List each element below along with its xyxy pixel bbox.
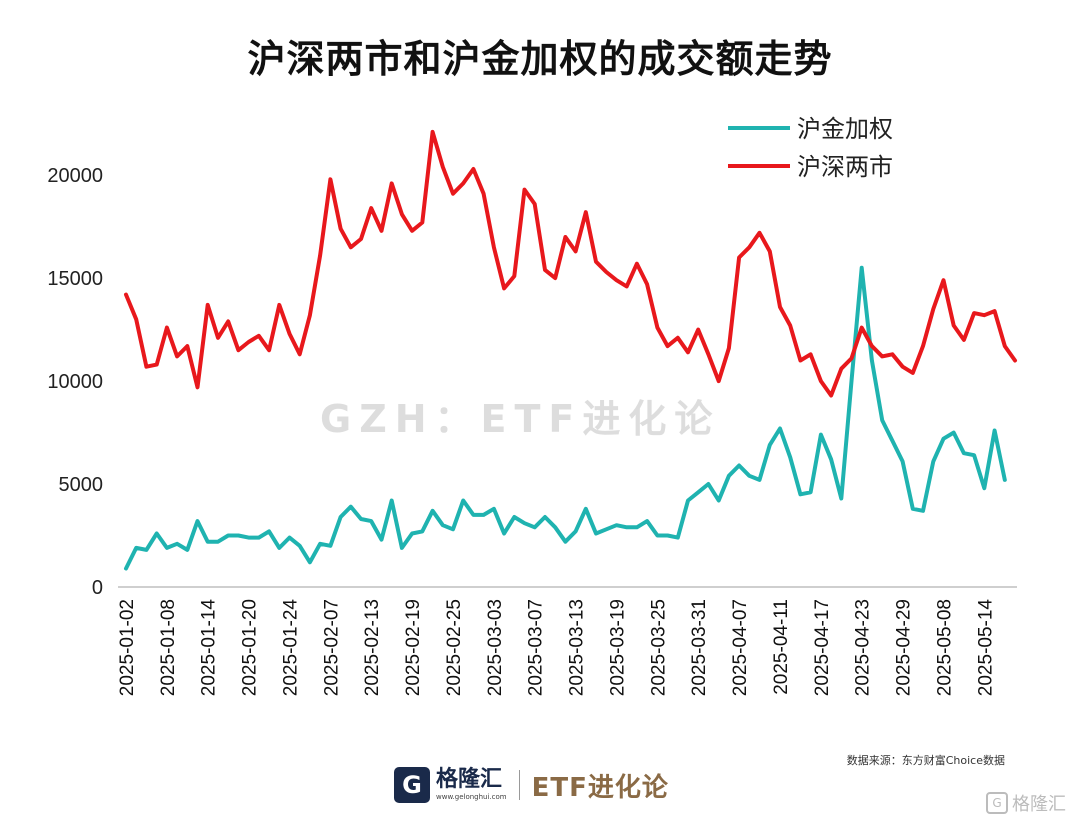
x-tick-label: 2025-02-07 [321,599,342,696]
logo-url: www.gelonghui.com [436,793,507,801]
x-tick-label: 2025-03-25 [648,599,669,696]
logo-text: 格隆汇 www.gelonghui.com [436,768,507,802]
gelonghui-logo-icon: G [394,767,430,803]
chart-title: 沪深两市和沪金加权的成交额走势 [247,37,833,81]
x-tick-label: 2025-02-25 [444,599,465,696]
x-tick-label: 2025-04-23 [853,599,874,696]
x-tick-label: 2025-03-03 [485,599,506,696]
x-tick-label: 2025-04-07 [730,599,751,696]
x-tick-label: 2025-03-31 [689,599,710,696]
x-tick-label: 2025-01-14 [199,599,220,697]
x-tick-label: 2025-04-11 [771,599,792,695]
axes: 0 5000 10000 15000 20000 2025-01-02 2025-01-08… [47,165,1017,696]
source-note: 数据来源：东方财富Choice数据 [846,754,1005,767]
x-tick-label: 2025-01-24 [280,599,301,697]
footer: G 格隆汇 www.gelonghui.com ETF进化论 [394,765,669,805]
x-tick-label: 2025-03-13 [567,599,588,696]
legend-label: 沪深两市 [797,153,893,181]
x-tick-label: 2025-04-29 [894,599,915,696]
legend-label: 沪金加权 [797,115,893,143]
y-tick-label: 15000 [47,268,103,290]
y-tick-label: 0 [92,577,103,599]
logo-name: 格隆汇 [436,767,503,792]
x-tick-label: 2025-05-14 [975,599,996,697]
corner-mark-text: 格隆汇 [1012,794,1066,815]
y-tick-label: 10000 [47,371,103,393]
corner-logo-icon: G [986,792,1008,814]
corner-watermark: G 格隆汇 [986,790,1066,816]
brand-name: ETF进化论 [531,772,669,803]
x-tick-label: 2025-04-17 [812,599,833,696]
watermark: GZH：ETF进化论 [320,397,721,441]
x-tick-label: 2025-02-19 [403,599,424,696]
x-tick-label: 2025-01-02 [117,599,138,696]
y-tick-label: 5000 [59,474,104,496]
series-line-1 [124,129,1017,398]
x-tick-label: 2025-03-07 [526,599,547,696]
series-line-0 [124,265,1007,571]
x-tick-label: 2025-05-08 [934,599,955,696]
x-tick-label: 2025-03-19 [607,599,628,696]
footer-divider [518,770,520,800]
x-tick-label: 2025-02-13 [362,599,383,696]
x-tick-label: 2025-01-08 [158,599,179,696]
x-tick-label: 2025-01-20 [240,599,261,696]
series-lines [124,129,1017,571]
y-tick-label: 20000 [47,165,103,187]
